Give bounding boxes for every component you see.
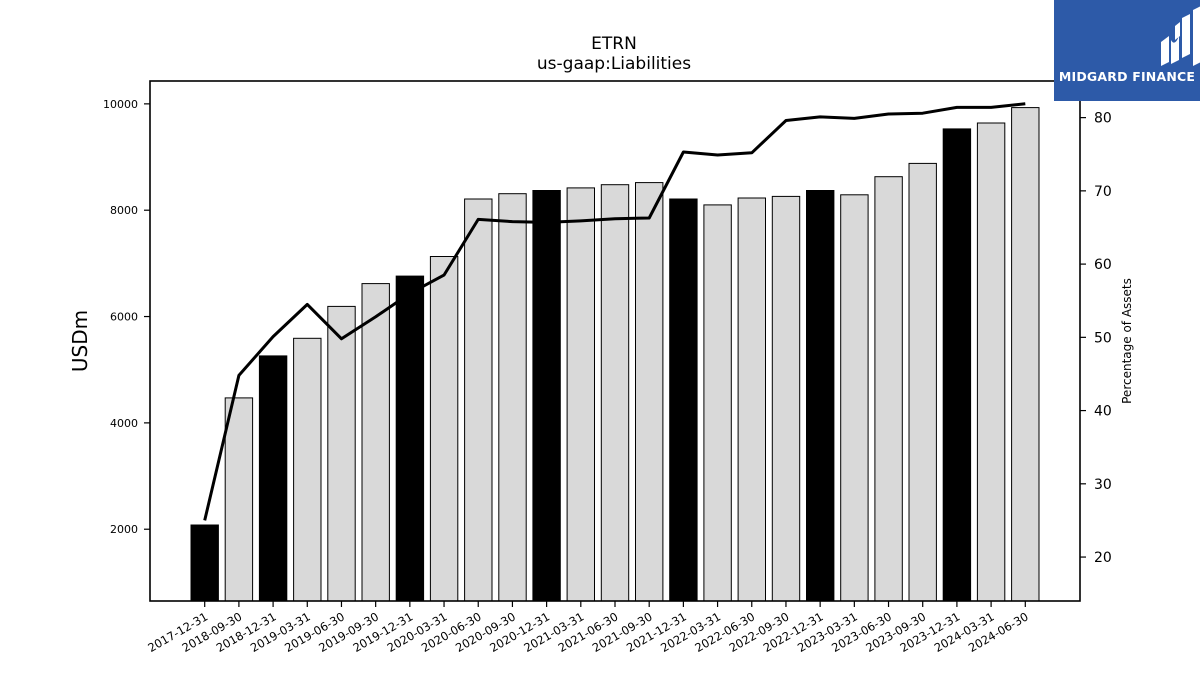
midgard-finance-logo: MIDGARD FINANCE bbox=[1054, 0, 1200, 101]
bar-annual bbox=[532, 190, 561, 602]
bar-annual bbox=[669, 198, 698, 602]
bar-quarterly bbox=[600, 184, 630, 602]
y2-tick-label: 60 bbox=[1094, 257, 1112, 273]
bar-quarterly bbox=[464, 198, 493, 602]
bar-annual bbox=[395, 275, 425, 602]
y-tick-label: 2000 bbox=[110, 523, 138, 536]
bar-quarterly bbox=[840, 194, 869, 602]
y-tick-label: 10000 bbox=[103, 98, 138, 111]
y2-tick-label: 70 bbox=[1094, 184, 1112, 200]
bar-quarterly bbox=[874, 176, 903, 602]
bar-quarterly bbox=[293, 337, 322, 602]
chart-subtitle: us-gaap:Liabilities bbox=[537, 54, 691, 74]
bar-quarterly bbox=[635, 182, 664, 602]
bar-quarterly bbox=[361, 283, 390, 602]
bar-quarterly bbox=[908, 162, 937, 602]
y-tick-label: 6000 bbox=[110, 311, 138, 324]
bar-annual bbox=[190, 524, 219, 602]
y2-tick-label: 50 bbox=[1094, 330, 1112, 346]
percentage-line-series bbox=[203, 102, 1026, 521]
bar-quarterly bbox=[224, 397, 254, 602]
bar-quarterly bbox=[976, 122, 1006, 602]
y2-axis-label: Percentage of Assets bbox=[1120, 278, 1134, 404]
y-axis-label: USDm bbox=[68, 310, 92, 372]
bar-quarterly bbox=[737, 197, 766, 602]
bar-annual bbox=[942, 128, 972, 602]
bar-annual bbox=[258, 355, 288, 602]
y2-tick-label: 40 bbox=[1094, 404, 1112, 420]
chart-title: ETRN bbox=[591, 34, 637, 54]
bar-series bbox=[190, 107, 1040, 602]
bar-annual bbox=[806, 190, 835, 602]
y2-tick-label: 20 bbox=[1094, 550, 1112, 566]
midgard-logo-icon bbox=[1161, 6, 1200, 66]
bar-quarterly bbox=[566, 187, 595, 602]
y-tick-label: 8000 bbox=[110, 204, 138, 217]
bar-quarterly bbox=[1011, 107, 1040, 602]
y-tick-label: 4000 bbox=[110, 417, 138, 430]
percentage-line bbox=[203, 102, 1026, 521]
bar-quarterly bbox=[771, 195, 801, 602]
y2-tick-label: 30 bbox=[1094, 477, 1112, 493]
bar-quarterly bbox=[703, 204, 732, 602]
bar-quarterly bbox=[429, 256, 459, 602]
bar-quarterly bbox=[498, 193, 527, 602]
bar-quarterly bbox=[327, 305, 356, 602]
y2-tick-label: 80 bbox=[1094, 111, 1112, 127]
logo-text: MIDGARD FINANCE bbox=[1058, 69, 1196, 84]
